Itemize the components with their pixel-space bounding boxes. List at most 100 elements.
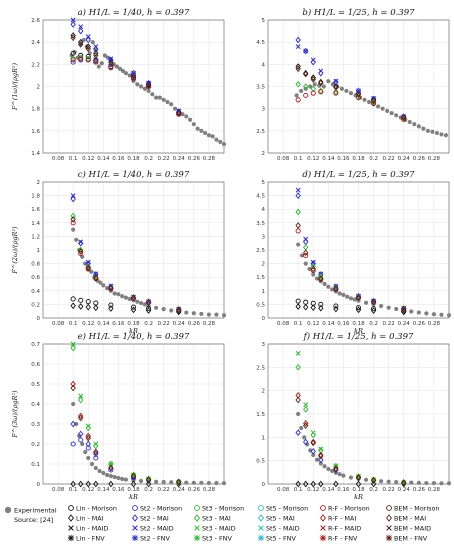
x-tick-label: 0.1 bbox=[69, 321, 78, 327]
data-point bbox=[416, 310, 421, 315]
data-point bbox=[85, 54, 91, 60]
legend-label: BEM - FNV bbox=[394, 535, 428, 543]
series-st2-maid bbox=[295, 44, 407, 120]
data-point bbox=[333, 78, 339, 84]
x-tick-label: 0.14 bbox=[97, 487, 110, 493]
y-tick-label: 1.2 bbox=[31, 234, 40, 240]
data-point bbox=[439, 312, 444, 317]
y-tick-label: 5 bbox=[262, 18, 266, 24]
legend-marker bbox=[68, 505, 74, 511]
data-point bbox=[78, 393, 84, 399]
y-tick-label: 0.8 bbox=[31, 262, 40, 268]
y-tick-label: 0.6 bbox=[31, 275, 40, 281]
y-tick-label: 0.7 bbox=[31, 342, 40, 348]
data-point bbox=[294, 93, 299, 98]
data-point bbox=[123, 295, 129, 300]
data-point bbox=[176, 306, 182, 314]
data-point bbox=[108, 56, 114, 64]
legend-label: St2 - Morison bbox=[140, 505, 182, 513]
data-point bbox=[123, 477, 129, 482]
y-tick-label: 4.5 bbox=[256, 194, 265, 200]
legend-marker bbox=[258, 514, 264, 522]
data-point bbox=[154, 305, 159, 310]
data-point bbox=[352, 297, 357, 302]
data-point bbox=[401, 479, 407, 486]
data-point bbox=[199, 128, 204, 133]
data-point bbox=[380, 106, 385, 111]
data-point bbox=[127, 73, 132, 78]
y-axis-label: F^(1ω)/(ρgR²) bbox=[11, 62, 19, 111]
data-point bbox=[303, 236, 309, 242]
legend-marker bbox=[194, 525, 200, 531]
panel-3: 0.08 0.1 0.12 0.14 0.16 0.18 0.2 0.22 0.24 0.26 0.… bbox=[11, 169, 227, 335]
data-point bbox=[363, 477, 369, 482]
series-experimental-source-24- bbox=[294, 79, 449, 138]
x-tick-label: 0.16 bbox=[112, 156, 125, 162]
data-point bbox=[97, 468, 102, 474]
data-point bbox=[379, 479, 384, 484]
data-point bbox=[303, 69, 309, 77]
data-point bbox=[210, 134, 215, 139]
data-point bbox=[295, 222, 301, 229]
data-point bbox=[318, 79, 324, 87]
y-tick-label: 2.4 bbox=[31, 40, 40, 46]
x-tick-label: 0.18 bbox=[127, 156, 140, 162]
data-point bbox=[322, 281, 327, 287]
data-point bbox=[371, 100, 377, 106]
data-point bbox=[299, 425, 304, 431]
y-tick-label: 2 bbox=[37, 180, 41, 186]
data-point bbox=[78, 437, 84, 443]
data-point bbox=[355, 474, 362, 481]
y-tick-label: 1.8 bbox=[31, 107, 40, 113]
y-tick-label: 3.5 bbox=[256, 221, 265, 227]
data-point bbox=[303, 419, 309, 427]
y-tick-label: 0 bbox=[262, 482, 266, 488]
data-point bbox=[416, 124, 421, 129]
x-tick-label: 0.28 bbox=[203, 156, 216, 162]
data-point bbox=[214, 480, 219, 486]
series-bem-mai bbox=[70, 384, 182, 486]
data-point bbox=[385, 108, 390, 113]
legend-label: St5 - MAI bbox=[266, 515, 295, 523]
legend-marker bbox=[68, 514, 74, 522]
data-point bbox=[296, 242, 301, 247]
legend-label: St3 - Morison bbox=[202, 505, 244, 513]
x-tick-label: 0.22 bbox=[158, 487, 170, 493]
data-point bbox=[203, 130, 208, 136]
data-point bbox=[78, 239, 84, 247]
data-point bbox=[112, 474, 117, 480]
data-point bbox=[114, 64, 120, 69]
data-point bbox=[78, 239, 84, 245]
panel-title: e) H1/L = 1/40, h = 0.397 bbox=[78, 331, 190, 342]
x-tick-label: 0.12 bbox=[307, 487, 319, 493]
legend: Experimental Source: [24] Lin - Morison S… bbox=[4, 505, 439, 543]
data-point bbox=[318, 89, 324, 95]
data-point bbox=[199, 311, 204, 317]
y-tick-label: 2 bbox=[37, 85, 41, 91]
y-tick-label: 0.5 bbox=[256, 302, 265, 308]
y-tick-label: 0.2 bbox=[31, 302, 40, 308]
legend-label: R-F - MAI bbox=[328, 515, 356, 523]
data-point bbox=[74, 237, 79, 242]
data-point bbox=[318, 68, 324, 74]
x-tick-label: 0.08 bbox=[52, 487, 65, 493]
data-point bbox=[108, 464, 114, 472]
data-point bbox=[370, 96, 377, 104]
data-point bbox=[135, 299, 140, 304]
data-point bbox=[74, 421, 79, 427]
data-point bbox=[145, 476, 152, 483]
data-point bbox=[295, 363, 301, 371]
series-bem-mai bbox=[295, 222, 407, 313]
data-point bbox=[318, 451, 324, 459]
data-point bbox=[78, 430, 84, 438]
data-point bbox=[302, 435, 307, 440]
y-tick-label: 4 bbox=[262, 62, 266, 68]
data-point bbox=[214, 137, 219, 142]
series-st2-mai bbox=[70, 420, 182, 486]
data-point bbox=[89, 461, 95, 467]
y-tick-label: 0.2 bbox=[31, 442, 40, 448]
y-tick-label: 1 bbox=[37, 248, 41, 254]
series-r-f-morison bbox=[295, 89, 407, 122]
data-point bbox=[85, 434, 91, 442]
data-point bbox=[303, 48, 309, 54]
